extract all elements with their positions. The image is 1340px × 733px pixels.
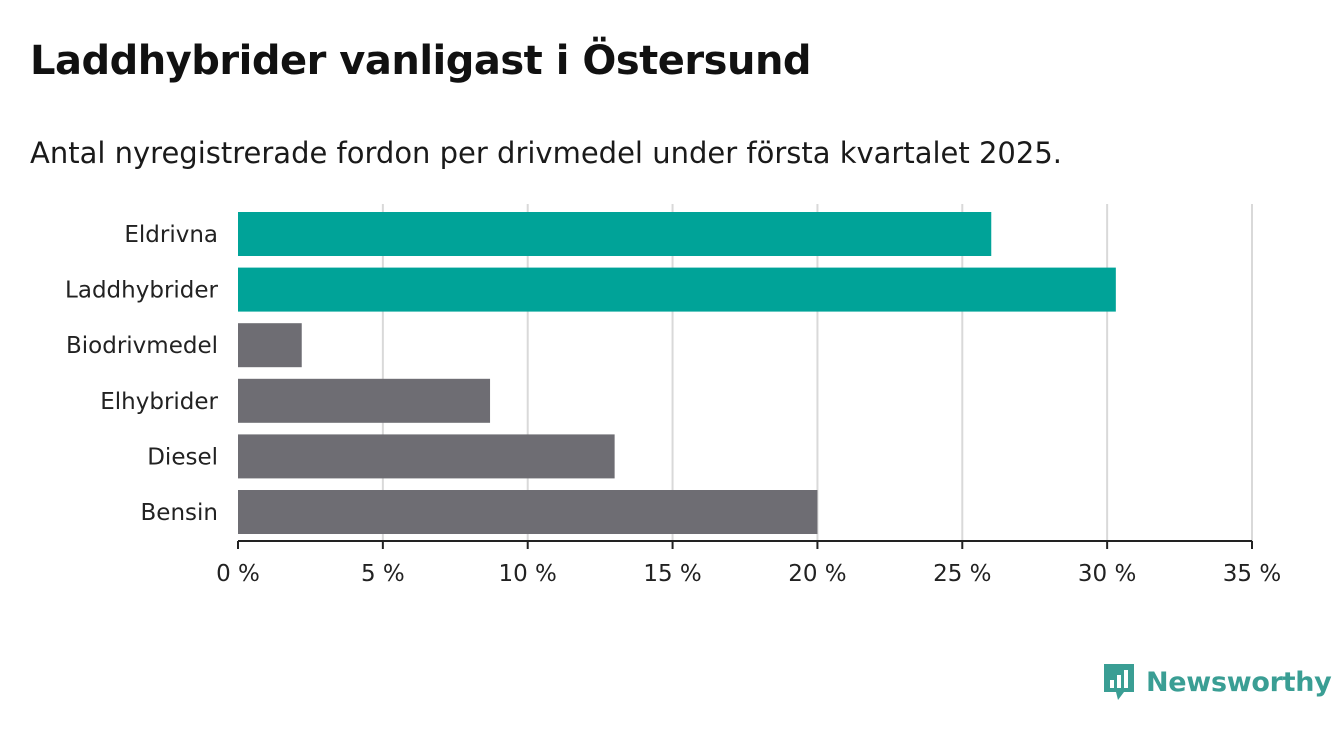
- category-label: Eldrivna: [124, 222, 218, 248]
- bars: [238, 212, 1116, 534]
- bar-eldrivna: [238, 212, 992, 256]
- category-label: Laddhybrider: [65, 278, 218, 304]
- bar-bensin: [238, 490, 818, 534]
- x-tick-label: 25 %: [933, 561, 991, 587]
- x-tick-label: 15 %: [643, 561, 701, 587]
- bar-elhybrider: [238, 378, 491, 423]
- bar-biodrivmedel: [238, 323, 302, 368]
- x-axis-ticks: 0 % 5 % 10 % 15 % 20 % 25 % 30 % 35 %: [216, 541, 1281, 587]
- bar-laddhybrider: [238, 267, 1116, 312]
- category-label: Diesel: [147, 444, 218, 470]
- x-tick-label: 5 %: [361, 561, 405, 587]
- category-label: Biodrivmedel: [66, 333, 218, 359]
- category-label: Elhybrider: [100, 389, 218, 415]
- x-tick-label: 0 %: [216, 561, 260, 587]
- x-tick-label: 10 %: [498, 561, 556, 587]
- x-tick-label: 30 %: [1078, 561, 1136, 587]
- category-label: Bensin: [141, 500, 218, 526]
- x-tick-label: 35 %: [1223, 561, 1281, 587]
- brand-name: Newsworthy: [1146, 666, 1332, 698]
- x-tick-label: 20 %: [788, 561, 846, 587]
- newsworthy-logo-icon: [1104, 664, 1134, 700]
- chart-title: Laddhybrider vanligast i Östersund: [30, 38, 812, 84]
- chart-subtitle: Antal nyregistrerade fordon per drivmede…: [30, 136, 1063, 170]
- gridlines: [381, 204, 1253, 541]
- bar-diesel: [238, 434, 615, 479]
- newsworthy-logo: Newsworthy: [1102, 662, 1332, 702]
- bar-chart: Eldrivna Laddhybrider Biodrivmedel Elhybrid…: [65, 204, 1281, 587]
- category-labels: Eldrivna Laddhybrider Biodrivmedel Elhybrid…: [65, 222, 218, 526]
